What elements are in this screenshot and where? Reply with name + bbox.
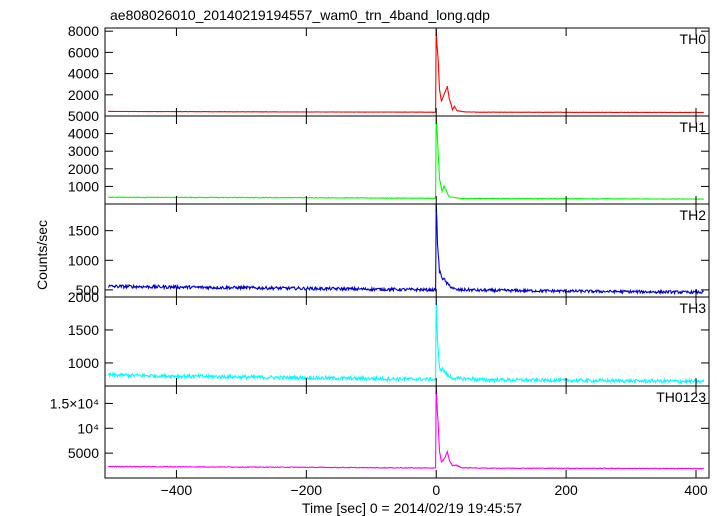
y-tick-label: 1000 [68, 178, 99, 194]
panel-th2: 500 1000 1500 TH2 [68, 203, 710, 298]
y-tick-label: 4000 [68, 126, 99, 142]
x-axis: −400 −200 0 200 400 [161, 482, 708, 498]
y-tick-label: 1000 [68, 355, 99, 371]
panel-th0123: 5000 10⁴ 1.5×10⁴ TH0123 [50, 385, 710, 479]
x-tick-label: 0 [432, 482, 440, 498]
y-axis-label: Counts/sec [34, 220, 50, 290]
series-line-th2 [107, 203, 704, 296]
panel-frame [104, 296, 710, 387]
plot-title: ae808026010_20140219194557_wam0_trn_4ban… [110, 7, 490, 23]
y-tick-label: 1500 [68, 322, 99, 338]
panel-frame [104, 385, 710, 479]
y-tick-label: 8000 [68, 23, 99, 39]
panel-label: TH0123 [656, 389, 706, 405]
panel-th0: 2000 4000 6000 8000 TH0 [68, 23, 710, 117]
y-tick-label: 6000 [68, 44, 99, 60]
y-tick-label: 1500 [68, 223, 99, 239]
y-tick-label: 10⁴ [77, 420, 99, 436]
x-tick-label: 400 [684, 482, 708, 498]
panel-th3: 1000 1500 2000 TH3 [68, 289, 710, 387]
y-tick-label: 2000 [68, 87, 99, 103]
panel-label: TH0 [680, 31, 707, 47]
series-line-th0123 [108, 385, 704, 470]
y-tick-label: 5000 [68, 445, 99, 461]
series-line-th3 [107, 296, 705, 385]
y-tick-label: 1.5×10⁴ [50, 395, 99, 411]
y-tick-label: 4000 [68, 66, 99, 82]
series-line-th0 [108, 28, 704, 114]
panel-label: TH2 [680, 207, 707, 223]
panel-label: TH1 [680, 119, 707, 135]
y-tick-label: 5000 [68, 108, 99, 124]
y-tick-label: 1000 [68, 252, 99, 268]
panel-label: TH3 [680, 300, 707, 316]
panel-frame [104, 115, 710, 205]
y-tick-label: 2000 [68, 289, 99, 305]
x-tick-label: −200 [291, 482, 323, 498]
panel-frame [104, 27, 710, 117]
x-tick-label: −400 [161, 482, 193, 498]
y-tick-label: 2000 [68, 161, 99, 177]
panel-frame [104, 203, 710, 298]
y-tick-label: 3000 [68, 143, 99, 159]
y-tick-label: 500 [76, 282, 100, 298]
x-axis-label: Time [sec] 0 = 2014/02/19 19:45:57 [302, 500, 522, 516]
series-line-th1 [108, 117, 704, 200]
x-tick-label: 200 [554, 482, 578, 498]
